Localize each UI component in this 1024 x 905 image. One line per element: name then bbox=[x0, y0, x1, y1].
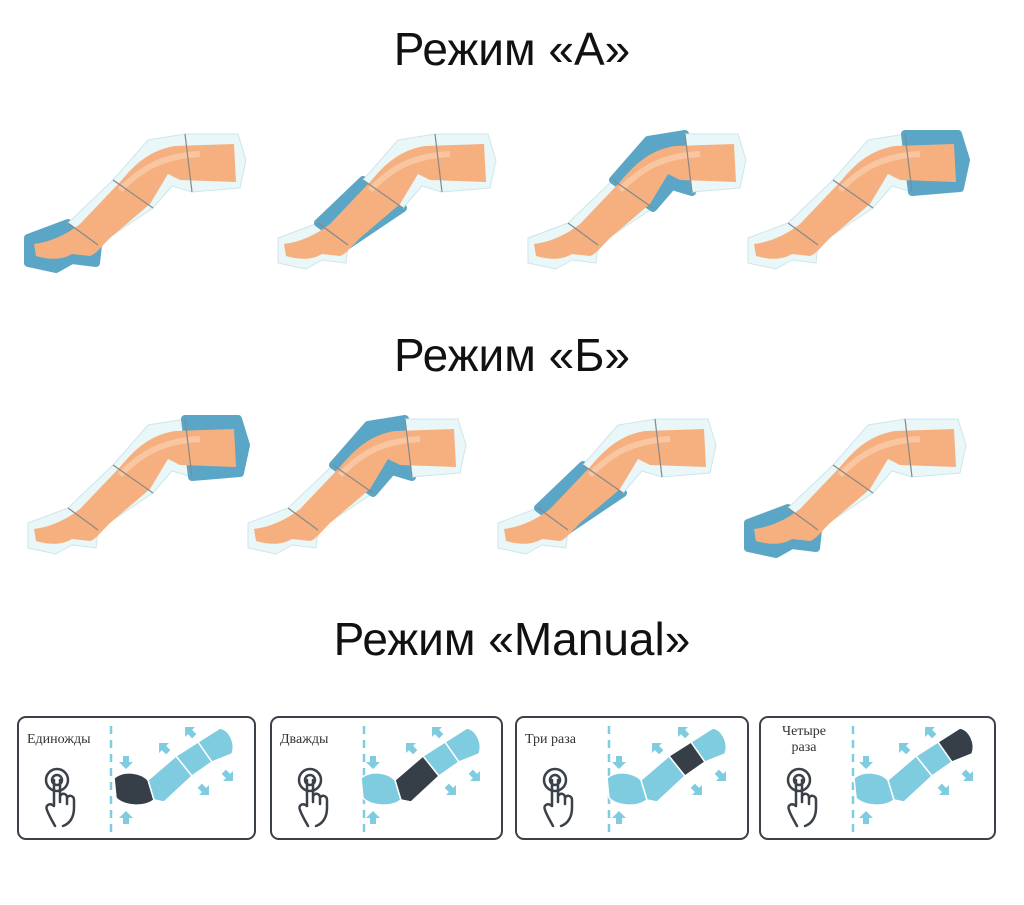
compression-arrow-icon bbox=[859, 756, 873, 769]
compression-arrow-icon bbox=[185, 727, 197, 739]
compression-arrow-icon bbox=[221, 769, 233, 781]
compression-arrow-icon bbox=[899, 743, 911, 755]
compression-arrow-icon bbox=[119, 756, 133, 769]
arm-segment-1 bbox=[113, 772, 155, 806]
arm-segment-1 bbox=[606, 772, 648, 806]
mode-a-title: Режим «А» bbox=[393, 23, 631, 75]
leg-diagram-shin bbox=[470, 405, 720, 565]
leg-skin bbox=[34, 429, 236, 544]
compression-arrow-icon bbox=[432, 727, 444, 739]
compression-arrow-icon bbox=[366, 756, 380, 769]
leg-skin bbox=[254, 429, 456, 544]
hand-tap-icon bbox=[542, 767, 574, 828]
manual-panel-4: Четыре раза bbox=[759, 716, 996, 840]
compression-arrow-icon bbox=[444, 783, 456, 795]
compression-arrow-icon bbox=[612, 811, 626, 824]
arm-segment-2 bbox=[640, 754, 687, 803]
leg-skin bbox=[534, 144, 736, 259]
compression-arrow-icon bbox=[159, 743, 171, 755]
arm-segment-2 bbox=[147, 754, 194, 803]
leg-skin bbox=[754, 144, 956, 259]
panel-label: Дважды bbox=[280, 732, 329, 747]
hand-tap-icon bbox=[297, 767, 329, 828]
compression-arrow-icon bbox=[366, 811, 380, 824]
arm-segment-4 bbox=[936, 727, 974, 763]
leg-diagram-thigh bbox=[0, 405, 250, 565]
leg-diagram-foot bbox=[720, 405, 970, 565]
panel-label: Три раза bbox=[525, 732, 576, 747]
panel-label: Четыре раза bbox=[781, 724, 827, 755]
hand-tap-icon bbox=[786, 767, 818, 828]
leg-diagram-knee bbox=[220, 405, 470, 565]
compression-arrow-icon bbox=[714, 769, 726, 781]
compression-arrow-icon bbox=[612, 756, 626, 769]
mode-manual-title: Режим «Manual» bbox=[333, 613, 691, 665]
hand-tap-icon bbox=[44, 767, 76, 828]
arm-segment-2 bbox=[887, 754, 934, 803]
leg-skin bbox=[34, 144, 236, 259]
leg-diagram-foot bbox=[0, 120, 250, 280]
manual-panel-3: Три раза bbox=[515, 716, 749, 840]
compression-arrow-icon bbox=[468, 769, 480, 781]
compression-arrow-icon bbox=[925, 727, 937, 739]
arm-segment-4 bbox=[196, 727, 234, 763]
leg-diagram-thigh bbox=[720, 120, 970, 280]
arm-segment-2 bbox=[394, 754, 441, 803]
manual-panel-2: Дважды bbox=[270, 716, 503, 840]
compression-arrow-icon bbox=[119, 811, 133, 824]
panel-label: Единожды bbox=[27, 732, 91, 747]
compression-arrow-icon bbox=[690, 783, 702, 795]
leg-skin bbox=[754, 429, 956, 544]
compression-arrow-icon bbox=[197, 783, 209, 795]
arm-segment-4 bbox=[443, 727, 481, 763]
compression-arrow-icon bbox=[652, 743, 664, 755]
manual-panel-1: Единожды bbox=[17, 716, 256, 840]
compression-arrow-icon bbox=[678, 727, 690, 739]
compression-arrow-icon bbox=[859, 811, 873, 824]
compression-arrow-icon bbox=[937, 783, 949, 795]
leg-diagram-shin bbox=[250, 120, 500, 280]
mode-b-title: Режим «Б» bbox=[394, 329, 630, 381]
arm-segment-4 bbox=[689, 727, 727, 763]
leg-diagram-knee bbox=[500, 120, 750, 280]
leg-skin bbox=[504, 429, 706, 544]
arm-segment-1 bbox=[360, 772, 402, 806]
arm-segment-1 bbox=[853, 772, 895, 806]
compression-arrow-icon bbox=[961, 769, 973, 781]
leg-skin bbox=[284, 144, 486, 259]
compression-arrow-icon bbox=[406, 743, 418, 755]
